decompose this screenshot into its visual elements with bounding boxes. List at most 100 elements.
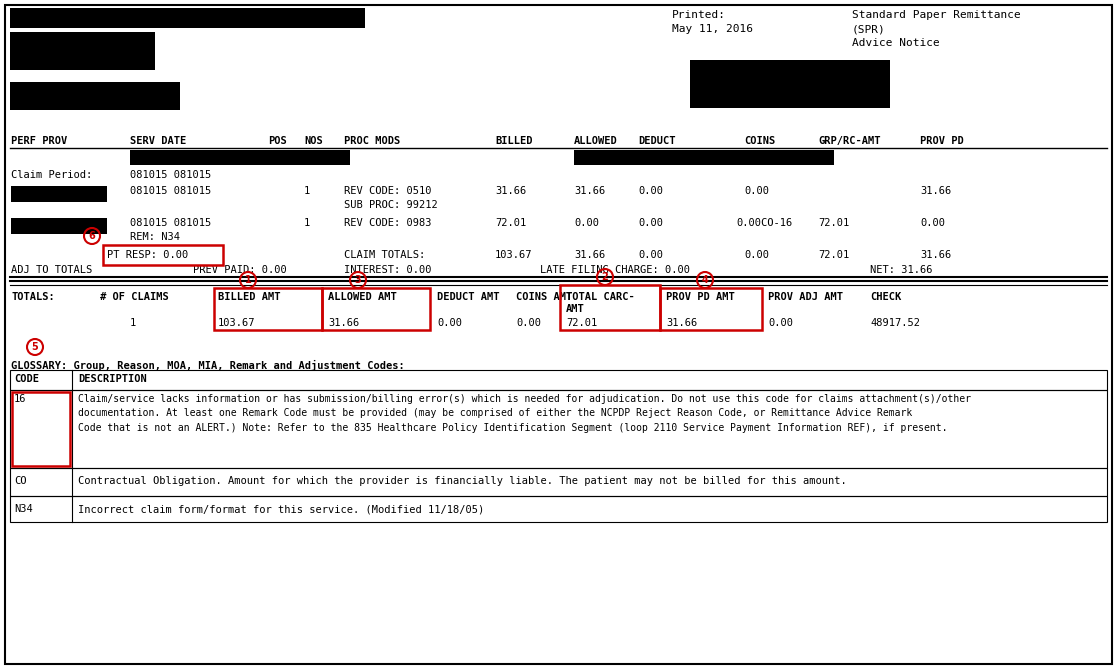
Text: 0.00: 0.00 bbox=[638, 218, 663, 228]
Bar bbox=[12, 392, 70, 466]
Text: LATE FILING CHARGE: 0.00: LATE FILING CHARGE: 0.00 bbox=[540, 265, 690, 275]
Bar bbox=[10, 370, 1107, 390]
Text: 103.67: 103.67 bbox=[495, 250, 533, 260]
Text: 31.66: 31.66 bbox=[574, 250, 605, 260]
Text: REV CODE: 0983: REV CODE: 0983 bbox=[344, 218, 431, 228]
Text: 0.00: 0.00 bbox=[920, 218, 945, 228]
Text: 0.00: 0.00 bbox=[768, 318, 793, 328]
Text: 6: 6 bbox=[88, 231, 95, 241]
Text: COINS: COINS bbox=[744, 136, 775, 146]
Text: POS: POS bbox=[268, 136, 287, 146]
Bar bbox=[660, 288, 762, 330]
Text: PROV PD AMT: PROV PD AMT bbox=[666, 292, 735, 302]
Text: Advice Notice: Advice Notice bbox=[852, 38, 939, 48]
Text: 1: 1 bbox=[304, 218, 311, 228]
Text: 103.67: 103.67 bbox=[218, 318, 256, 328]
Bar bbox=[574, 150, 834, 165]
Text: 31.66: 31.66 bbox=[495, 186, 526, 196]
Text: 081015 081015: 081015 081015 bbox=[130, 170, 211, 180]
Text: # OF CLAIMS: # OF CLAIMS bbox=[101, 292, 169, 302]
Text: PERF PROV: PERF PROV bbox=[11, 136, 67, 146]
Text: PREV PAID: 0.00: PREV PAID: 0.00 bbox=[193, 265, 287, 275]
Text: 5: 5 bbox=[31, 342, 38, 352]
Text: 31.66: 31.66 bbox=[328, 318, 360, 328]
Text: TOTALS:: TOTALS: bbox=[11, 292, 55, 302]
Text: PROC MODS: PROC MODS bbox=[344, 136, 400, 146]
Text: Claim/service lacks information or has submission/billing error(s) which is need: Claim/service lacks information or has s… bbox=[78, 394, 971, 433]
Text: GLOSSARY: Group, Reason, MOA, MIA, Remark and Adjustment Codes:: GLOSSARY: Group, Reason, MOA, MIA, Remar… bbox=[11, 360, 404, 371]
Bar bbox=[10, 390, 1107, 468]
Text: COINS AMT: COINS AMT bbox=[516, 292, 572, 302]
Text: 31.66: 31.66 bbox=[920, 186, 952, 196]
Text: 0.00: 0.00 bbox=[574, 218, 599, 228]
Bar bbox=[10, 8, 365, 28]
Text: BILLED AMT: BILLED AMT bbox=[218, 292, 280, 302]
Text: NET: 31.66: NET: 31.66 bbox=[870, 265, 933, 275]
Text: REM: N34: REM: N34 bbox=[130, 232, 180, 242]
Text: Standard Paper Remittance: Standard Paper Remittance bbox=[852, 10, 1021, 20]
Text: ADJ TO TOTALS: ADJ TO TOTALS bbox=[11, 265, 93, 275]
Text: 2: 2 bbox=[602, 272, 609, 282]
Text: 1: 1 bbox=[304, 186, 311, 196]
Text: Printed:: Printed: bbox=[672, 10, 726, 20]
Text: 0.00: 0.00 bbox=[744, 250, 768, 260]
Text: 4: 4 bbox=[701, 275, 708, 285]
Text: May 11, 2016: May 11, 2016 bbox=[672, 24, 753, 34]
Bar bbox=[10, 82, 180, 110]
Text: CHECK: CHECK bbox=[870, 292, 901, 302]
Text: 16: 16 bbox=[15, 394, 27, 404]
Text: SUB PROC: 99212: SUB PROC: 99212 bbox=[344, 200, 438, 210]
Text: CODE: CODE bbox=[15, 374, 39, 384]
Text: PT RESP: 0.00: PT RESP: 0.00 bbox=[107, 250, 189, 260]
Text: DEDUCT: DEDUCT bbox=[638, 136, 676, 146]
Bar bbox=[560, 285, 660, 330]
Bar bbox=[10, 496, 1107, 522]
Bar bbox=[214, 288, 322, 330]
Text: 1: 1 bbox=[245, 275, 251, 285]
Text: 0.00: 0.00 bbox=[516, 318, 541, 328]
Text: 0.00: 0.00 bbox=[638, 186, 663, 196]
Text: GRP/RC-AMT: GRP/RC-AMT bbox=[818, 136, 880, 146]
Text: PROV PD: PROV PD bbox=[920, 136, 964, 146]
Bar bbox=[130, 150, 350, 165]
Text: 3: 3 bbox=[354, 275, 362, 285]
Text: ALLOWED: ALLOWED bbox=[574, 136, 618, 146]
Text: 72.01: 72.01 bbox=[495, 218, 526, 228]
Bar bbox=[10, 32, 155, 70]
Bar bbox=[690, 60, 890, 108]
Text: CLAIM TOTALS:: CLAIM TOTALS: bbox=[344, 250, 426, 260]
Text: REV CODE: 0510: REV CODE: 0510 bbox=[344, 186, 431, 196]
Text: 0.00: 0.00 bbox=[744, 186, 768, 196]
Text: BILLED: BILLED bbox=[495, 136, 533, 146]
Text: 72.01: 72.01 bbox=[818, 250, 849, 260]
Bar bbox=[103, 245, 223, 265]
Bar bbox=[322, 288, 430, 330]
Text: 081015 081015: 081015 081015 bbox=[130, 186, 211, 196]
Text: Claim Period:: Claim Period: bbox=[11, 170, 93, 180]
Text: INTEREST: 0.00: INTEREST: 0.00 bbox=[344, 265, 431, 275]
Text: 31.66: 31.66 bbox=[574, 186, 605, 196]
Text: SERV DATE: SERV DATE bbox=[130, 136, 187, 146]
Text: 0.00: 0.00 bbox=[638, 250, 663, 260]
Bar bbox=[11, 186, 107, 202]
Text: 0.00: 0.00 bbox=[437, 318, 462, 328]
Text: 1: 1 bbox=[130, 318, 136, 328]
Text: Incorrect claim form/format for this service. (Modified 11/18/05): Incorrect claim form/format for this ser… bbox=[78, 504, 485, 514]
Text: N34: N34 bbox=[15, 504, 32, 514]
Text: TOTAL CARC-
AMT: TOTAL CARC- AMT bbox=[566, 292, 634, 314]
Text: 72.01: 72.01 bbox=[818, 218, 849, 228]
Bar bbox=[11, 218, 107, 234]
Text: DEDUCT AMT: DEDUCT AMT bbox=[437, 292, 499, 302]
Text: DESCRIPTION: DESCRIPTION bbox=[78, 374, 146, 384]
Text: (SPR): (SPR) bbox=[852, 24, 886, 34]
Text: ALLOWED AMT: ALLOWED AMT bbox=[328, 292, 397, 302]
Text: PROV ADJ AMT: PROV ADJ AMT bbox=[768, 292, 843, 302]
Text: 081015 081015: 081015 081015 bbox=[130, 218, 211, 228]
Text: 48917.52: 48917.52 bbox=[870, 318, 920, 328]
Text: 72.01: 72.01 bbox=[566, 318, 598, 328]
Text: NOS: NOS bbox=[304, 136, 323, 146]
Text: 0.00CO-16: 0.00CO-16 bbox=[736, 218, 792, 228]
Text: 31.66: 31.66 bbox=[920, 250, 952, 260]
Text: CO: CO bbox=[15, 476, 27, 486]
Text: 31.66: 31.66 bbox=[666, 318, 697, 328]
